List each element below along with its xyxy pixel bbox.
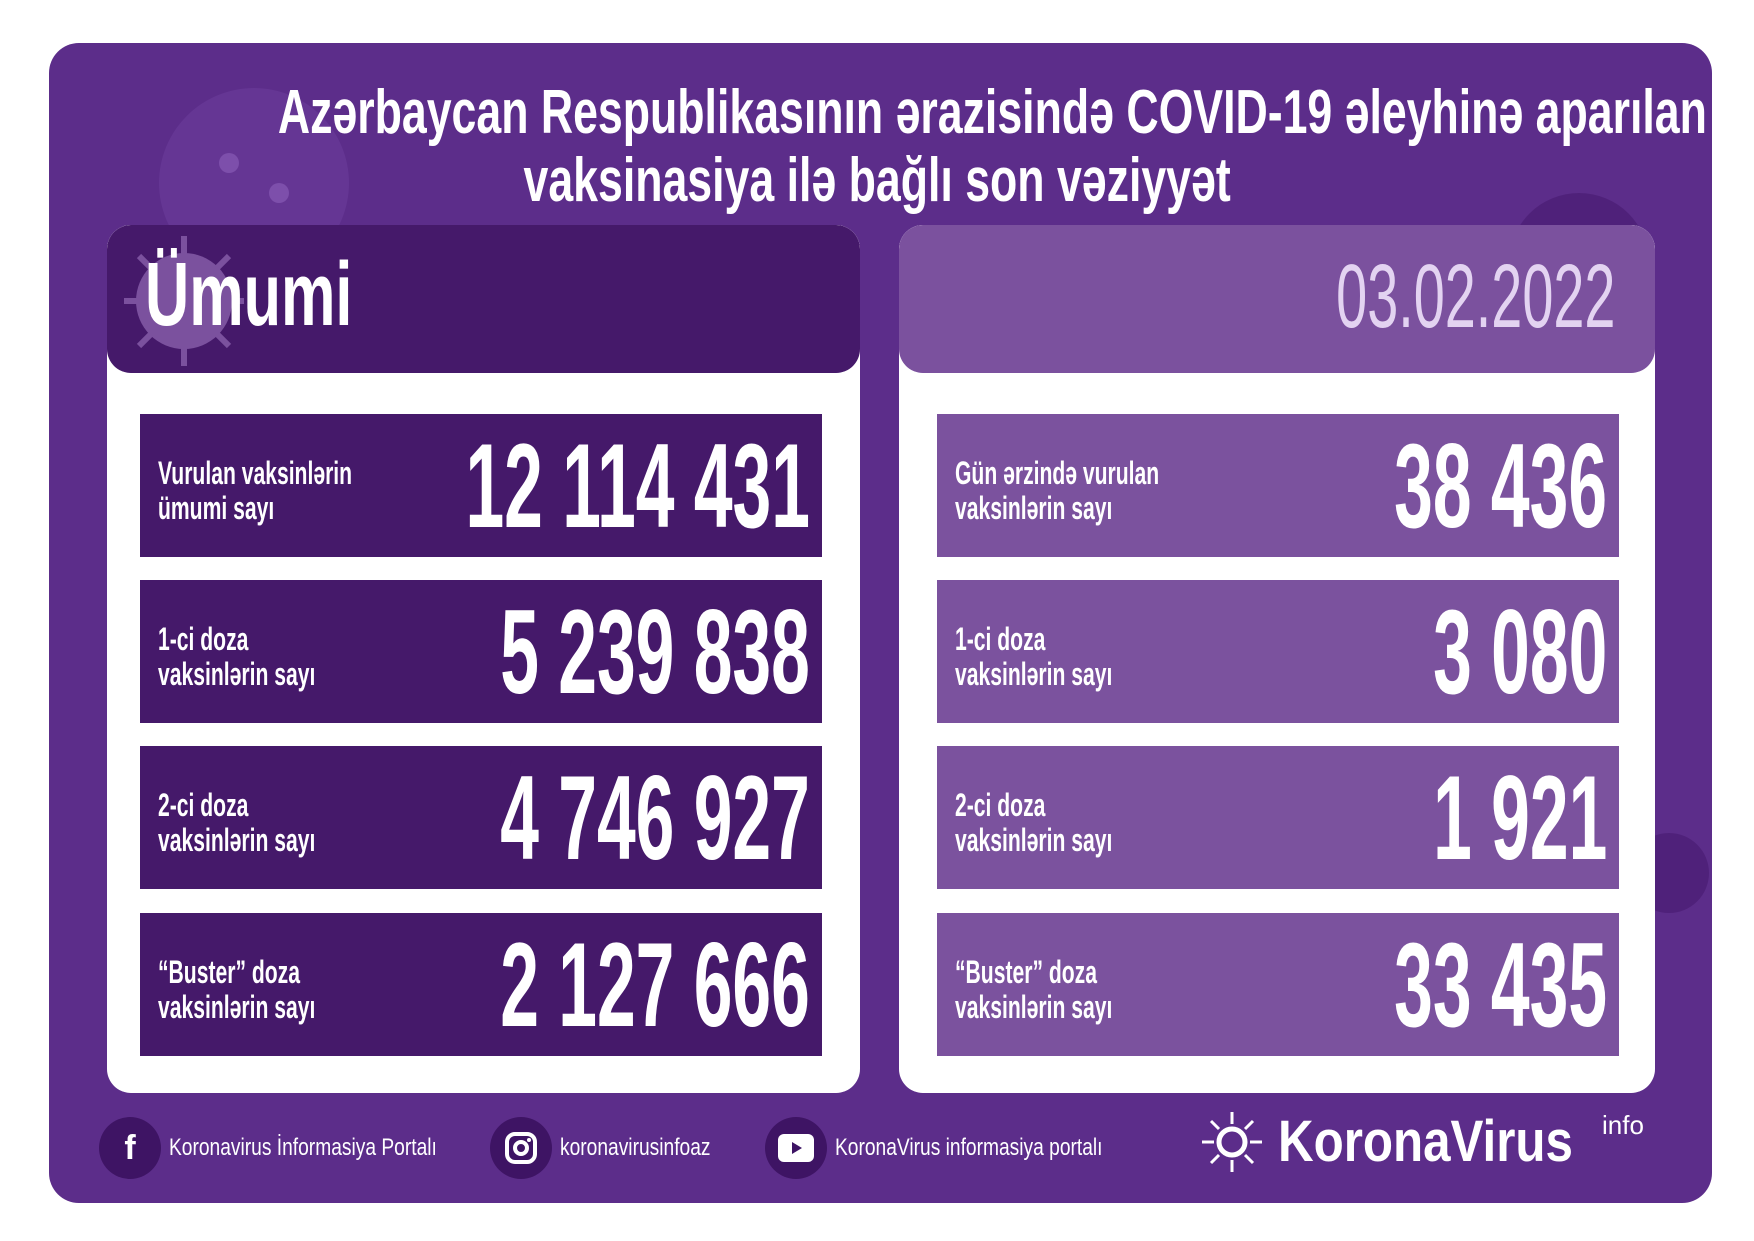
stat-row: 2-ci doza vaksinlərin sayı 4 746 927 [140, 746, 822, 889]
stat-label: Vurulan vaksinlərin ümumi sayı [158, 455, 353, 526]
page-title-line1: Azərbaycan Respublikasının ərazisində CO… [277, 78, 1707, 147]
stat-value: 12 114 431 [465, 419, 810, 553]
stat-label: 2-ci doza vaksinlərin sayı [955, 787, 1113, 858]
stat-value: 2 127 666 [500, 918, 810, 1052]
stat-value: 3 080 [1432, 585, 1607, 719]
stat-row: “Buster” doza vaksinlərin sayı 33 435 [937, 913, 1619, 1056]
virus-icon [124, 236, 244, 366]
stat-row: 1-ci doza vaksinlərin sayı 3 080 [937, 580, 1619, 723]
facebook-link[interactable]: f Koronavirus İnformasiya Portalı [99, 1117, 504, 1179]
facebook-icon: f [99, 1117, 161, 1179]
stat-label: Gün ərzində vurulan vaksinlərin sayı [955, 455, 1160, 526]
total-panel-header: Ümumi [107, 225, 860, 373]
stat-label: “Buster” doza vaksinlərin sayı [158, 954, 316, 1025]
sun-virus-icon [1202, 1111, 1262, 1172]
stat-row: 2-ci doza vaksinlərin sayı 1 921 [937, 746, 1619, 889]
daily-panel-header: 03.02.2022 [899, 225, 1655, 373]
report-date: 03.02.2022 [1335, 247, 1615, 347]
page-title-line2: vaksinasiya ilə bağlı son vəziyyət [523, 146, 1231, 215]
koronavirus-logo: KoronaVirus [1200, 1108, 1625, 1175]
stat-row: 1-ci doza vaksinlərin sayı 5 239 838 [140, 580, 822, 723]
stat-label: “Buster” doza vaksinlərin sayı [955, 954, 1113, 1025]
stat-row: “Buster” doza vaksinlərin sayı 2 127 666 [140, 913, 822, 1056]
stat-value: 38 436 [1394, 419, 1607, 553]
stat-row: Gün ərzində vurulan vaksinlərin sayı 38 4… [937, 414, 1619, 557]
stat-value: 4 746 927 [500, 751, 810, 885]
daily-panel: 03.02.2022 Gün ərzində vurulan vaksinləri… [899, 225, 1655, 1093]
instagram-icon [490, 1117, 552, 1179]
logo-text: KoronaVirus [1278, 1109, 1573, 1174]
stat-value: 1 921 [1432, 751, 1607, 885]
stat-row: Vurulan vaksinlərin ümumi sayı 12 114 431 [140, 414, 822, 557]
instagram-label: koronavirusinfoaz [560, 1134, 711, 1161]
stat-label: 2-ci doza vaksinlərin sayı [158, 787, 316, 858]
youtube-link[interactable]: KoronaVirus informasiya portalı [765, 1117, 1169, 1179]
total-heading: Ümumi [145, 245, 353, 345]
logo-sup: info [1602, 1110, 1644, 1140]
youtube-icon [765, 1117, 827, 1179]
stat-value: 5 239 838 [500, 585, 810, 719]
total-panel: Ümumi Vurulan vaksinlərin ümumi sayı 12 1… [107, 225, 860, 1093]
instagram-link[interactable]: koronavirusinfoaz [490, 1117, 748, 1179]
stat-label: 1-ci doza vaksinlərin sayı [158, 621, 316, 692]
stat-value: 33 435 [1394, 918, 1607, 1052]
youtube-label: KoronaVirus informasiya portalı [835, 1134, 1103, 1161]
facebook-label: Koronavirus İnformasiya Portalı [169, 1134, 437, 1161]
stat-label: 1-ci doza vaksinlərin sayı [955, 621, 1113, 692]
